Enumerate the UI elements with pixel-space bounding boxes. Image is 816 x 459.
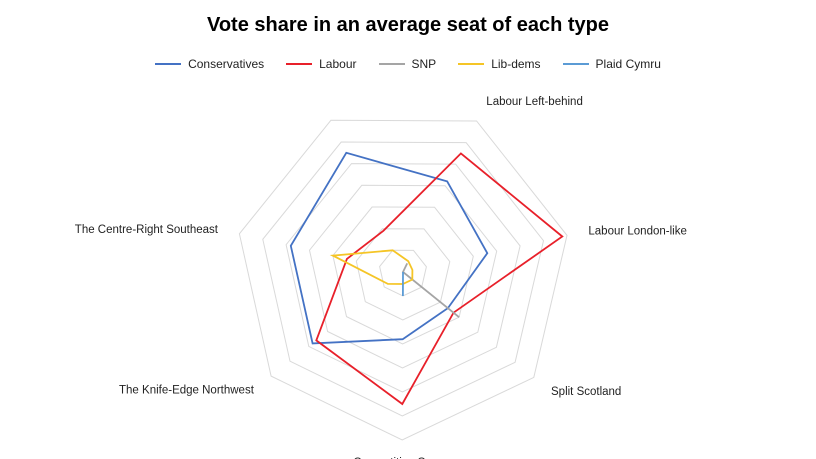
legend-item-conservatives: Conservatives [155, 57, 264, 71]
legend-label-snp: SNP [411, 57, 437, 71]
series-line-labour [315, 152, 564, 406]
series-line-conservatives [289, 151, 489, 345]
legend-swatch-plaid-cymru [562, 63, 589, 65]
grid-ring [238, 119, 568, 441]
legend-swatch-conservatives [155, 63, 182, 65]
chart-title: Vote share in an average seat of each ty… [206, 14, 610, 36]
legend-item-plaid-cymru: Plaid Cymru [562, 57, 661, 71]
legend-swatch-snp [378, 63, 405, 65]
legend-item-labour: Labour [286, 57, 357, 71]
legend-label-lib-dems: Lib-dems [491, 57, 541, 71]
category-label: The Centre-Right Southeast [75, 224, 219, 236]
grid-ring [262, 141, 545, 417]
category-label: Labour London-like [588, 226, 686, 238]
category-label: Labour Left-behind [486, 96, 583, 108]
legend-swatch-labour [286, 63, 313, 65]
legend-swatch-lib-dems [458, 63, 485, 65]
legend-item-snp: SNP [378, 57, 437, 71]
category-label: Competitive Cymru [353, 457, 451, 459]
legend: Conservatives Labour SNP Lib-dems Plaid … [0, 57, 816, 71]
legend-label-plaid-cymru: Plaid Cymru [595, 57, 661, 71]
grid-ring [308, 184, 498, 369]
legend-label-labour: Labour [319, 57, 357, 71]
legend-item-lib-dems: Lib-dems [458, 57, 541, 71]
category-label: The Knife-Edge Northwest [119, 385, 255, 397]
legend-label-conservatives: Conservatives [188, 57, 265, 71]
grid-ring [379, 249, 427, 297]
grid-ring [332, 206, 474, 345]
series-line-lib-dems [329, 249, 414, 285]
category-label: Split Scotland [551, 386, 621, 398]
series-line-snp [401, 263, 460, 318]
